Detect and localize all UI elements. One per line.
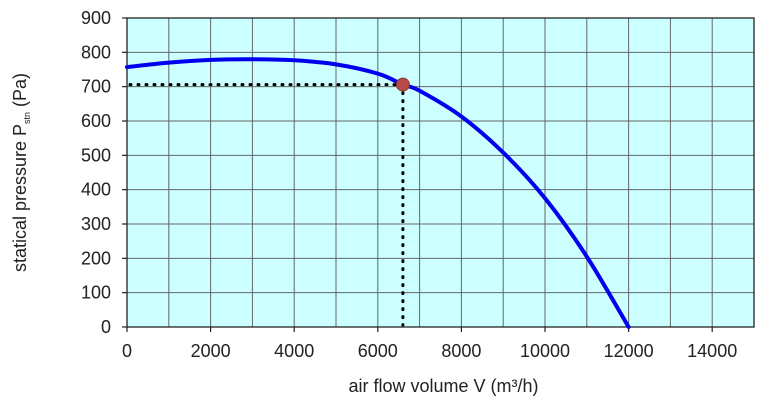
operating-point-layer	[395, 77, 410, 92]
y-tick-label: 800	[81, 42, 111, 62]
x-tick-label: 10000	[520, 341, 570, 361]
y-tick-label: 600	[81, 111, 111, 131]
grid	[127, 18, 754, 327]
x-tick-label: 4000	[274, 341, 314, 361]
series	[125, 57, 631, 329]
y-tick-label: 200	[81, 248, 111, 268]
y-tick-label: 700	[81, 77, 111, 97]
y-tick-label: 300	[81, 214, 111, 234]
x-tick-label: 0	[122, 341, 132, 361]
y-axis-title-subscript: stn	[22, 112, 32, 124]
plot-background	[127, 18, 754, 327]
y-tick-label: 100	[81, 283, 111, 303]
y-tick-label: 0	[101, 317, 111, 337]
y-tick-label: 400	[81, 180, 111, 200]
x-tick-label: 6000	[358, 341, 398, 361]
x-tick-label: 8000	[441, 341, 481, 361]
x-tick-label: 2000	[191, 341, 231, 361]
labels: 0 2000 4000 6000 8000 10000 12000 14000 0 100 200 3…	[10, 8, 737, 396]
x-tick-label: 14000	[687, 341, 737, 361]
x-axis-title: air flow volume V (m³/h)	[348, 376, 538, 396]
x-tick-label: 12000	[604, 341, 654, 361]
fan-curve-line	[125, 57, 631, 329]
y-axis-title-main: statical pressure P	[10, 124, 30, 272]
axes	[122, 17, 755, 332]
y-axis-title-unit: (Pa)	[10, 73, 30, 112]
operating-point-guides	[128, 83, 405, 327]
plot-frame	[126, 17, 755, 328]
y-tick-label: 900	[81, 8, 111, 28]
operating-point-marker	[395, 77, 410, 92]
y-axis-title: statical pressure Pstn (Pa)	[10, 73, 32, 272]
y-tick-label: 500	[81, 145, 111, 165]
